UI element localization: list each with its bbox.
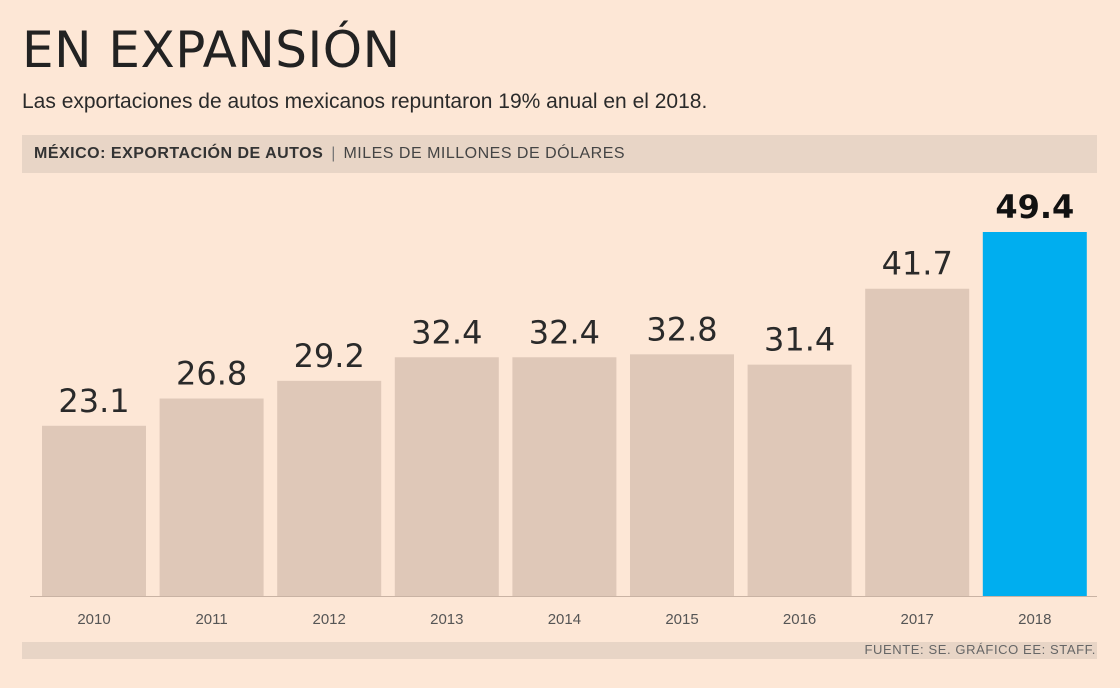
bar-2017 [865, 288, 970, 596]
x-tick-label-2018: 2018 [1018, 611, 1051, 628]
x-tick-label-2010: 2010 [77, 611, 110, 628]
bar-2014 [512, 357, 617, 596]
value-label-2010: 23.1 [58, 382, 129, 420]
chart-title: MÉXICO: EXPORTACIÓN DE AUTOS [34, 145, 324, 162]
x-tick-label-2016: 2016 [783, 611, 816, 628]
chart-header: MÉXICO: EXPORTACIÓN DE AUTOS | MILES DE … [22, 135, 1097, 173]
bar-2010 [42, 425, 146, 596]
value-label-2018: 49.4 [995, 188, 1074, 226]
value-label-2012: 29.2 [294, 337, 365, 375]
chart-units: MILES DE MILLONES DE DÓLARES [343, 145, 626, 162]
bar-2011 [159, 398, 264, 596]
bar-2013 [394, 357, 499, 596]
bar-2016 [747, 364, 852, 596]
value-label-2016: 31.4 [764, 321, 835, 359]
bar-2018 [982, 232, 1087, 596]
footer-bar [22, 642, 1097, 659]
value-label-2013: 32.4 [411, 313, 482, 351]
x-tick-label-2013: 2013 [430, 611, 463, 628]
page-title: EN EXPANSIÓN [22, 21, 401, 79]
x-tick-label-2014: 2014 [548, 611, 581, 628]
value-label-2017: 41.7 [882, 245, 953, 283]
page-subtitle: Las exportaciones de autos mexicanos rep… [22, 90, 708, 113]
x-tick-label-2015: 2015 [665, 611, 698, 628]
value-label-2014: 32.4 [529, 313, 600, 351]
header-separator: | [331, 145, 336, 162]
bar-2012 [277, 380, 382, 596]
value-label-2015: 32.8 [646, 310, 717, 348]
source-note: FUENTE: SE. GRÁFICO EE: STAFF. [864, 642, 1096, 657]
x-tick-label-2011: 2011 [195, 611, 227, 628]
x-tick-label-2012: 2012 [313, 611, 346, 628]
x-tick-label-2017: 2017 [901, 611, 934, 628]
value-label-2011: 26.8 [176, 355, 247, 393]
bar-2015 [630, 354, 734, 596]
